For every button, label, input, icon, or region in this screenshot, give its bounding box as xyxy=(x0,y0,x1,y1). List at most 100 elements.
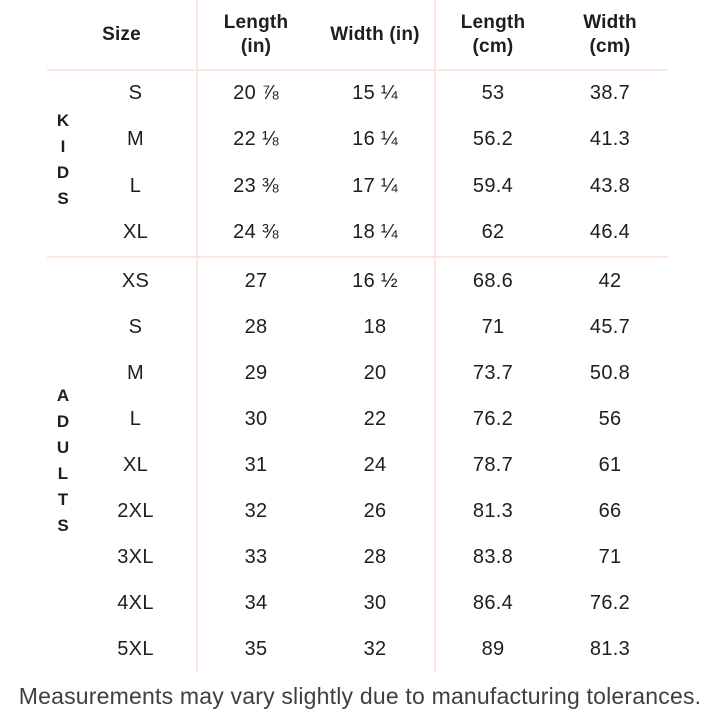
table-cell-width_in: 15 ¼ xyxy=(352,81,398,104)
adults-rows: XS 27 16 ½ 68.6 42 S 28 18 71 45.7 M 29 20 73.7 50.8 L 3… xyxy=(0,258,668,672)
divider-vertical-2 xyxy=(434,0,436,672)
table-row: S 20 ⅞ 15 ¼ 53 38.7 xyxy=(0,70,668,117)
group-spacer xyxy=(0,258,75,304)
table-row: 5XL 35 32 89 81.3 xyxy=(0,626,668,672)
table-cell-length_cm: 62 xyxy=(481,221,505,244)
table-cell-length_cm: 89 xyxy=(481,637,505,660)
table-cell-width_in: 16 ½ xyxy=(352,269,398,292)
table-row: M 29 20 73.7 50.8 xyxy=(0,350,668,396)
group-spacer xyxy=(0,350,75,396)
table-cell-width_cm: 61 xyxy=(598,453,622,476)
table-row: L 23 ⅜ 17 ¼ 59.4 43.8 xyxy=(0,163,668,210)
table-cell-width_in: 32 xyxy=(363,637,387,660)
table-cell-width_in: 26 xyxy=(363,499,387,522)
group-spacer xyxy=(0,70,75,117)
table-cell-size: M xyxy=(127,128,144,151)
table-cell-width_cm: 38.7 xyxy=(589,81,631,104)
table-row: 3XL 33 28 83.8 71 xyxy=(0,534,668,580)
table-cell-length_cm: 68.6 xyxy=(472,269,514,292)
table-cell-size: 3XL xyxy=(117,545,154,568)
table-cell-width_cm: 56 xyxy=(598,407,622,430)
table-cell-length_in: 20 ⅞ xyxy=(233,81,279,104)
table-cell-size: XL xyxy=(122,221,149,244)
table-cell-width_in: 24 xyxy=(363,453,387,476)
group-label-adults: ADULTS xyxy=(53,386,73,542)
table-cell-width_cm: 50.8 xyxy=(589,361,631,384)
table-row: L 30 22 76.2 56 xyxy=(0,396,668,442)
table-cell-length_in: 27 xyxy=(244,269,268,292)
group-label-kids-wrap: KIDS xyxy=(47,70,79,256)
table-cell-size: XL xyxy=(122,453,149,476)
table-cell-width_cm: 76.2 xyxy=(589,591,631,614)
group-spacer xyxy=(0,442,75,488)
table-cell-size: 2XL xyxy=(117,499,154,522)
table-cell-length_in: 23 ⅜ xyxy=(233,174,279,197)
table-cell-width_cm: 46.4 xyxy=(589,221,631,244)
table-cell-width_in: 20 xyxy=(363,361,387,384)
group-spacer xyxy=(0,117,75,164)
table-row: 2XL 32 26 81.3 66 xyxy=(0,488,668,534)
table-cell-length_cm: 73.7 xyxy=(472,361,514,384)
table-cell-width_in: 17 ¼ xyxy=(352,174,398,197)
table-cell-length_cm: 59.4 xyxy=(472,174,514,197)
tolerance-note: Measurements may vary slightly due to ma… xyxy=(18,682,702,709)
table-row: M 22 ⅛ 16 ¼ 56.2 41.3 xyxy=(0,117,668,164)
group-spacer xyxy=(0,626,75,672)
column-header-width-cm: Width (cm) xyxy=(583,11,637,57)
table-cell-size: 5XL xyxy=(117,637,154,660)
table-row: 4XL 34 30 86.4 76.2 xyxy=(0,580,668,626)
table-cell-size: M xyxy=(127,361,144,384)
table-cell-width_in: 28 xyxy=(363,545,387,568)
group-spacer xyxy=(0,396,75,442)
table-cell-size: L xyxy=(129,174,142,197)
table-cell-length_in: 28 xyxy=(244,315,268,338)
table-cell-length_in: 29 xyxy=(244,361,268,384)
table-cell-width_in: 18 ¼ xyxy=(352,221,398,244)
table-row: XL 31 24 78.7 61 xyxy=(0,442,668,488)
table-cell-length_cm: 78.7 xyxy=(472,453,514,476)
table-cell-width_cm: 45.7 xyxy=(589,315,631,338)
table-cell-size: S xyxy=(128,81,143,104)
table-cell-width_in: 18 xyxy=(363,315,387,338)
table-cell-length_cm: 56.2 xyxy=(472,128,514,151)
table-cell-length_cm: 71 xyxy=(481,315,505,338)
table-cell-size: L xyxy=(129,407,142,430)
divider-kids-adults xyxy=(47,256,668,258)
table-row: S 28 18 71 45.7 xyxy=(0,304,668,350)
table-cell-width_cm: 41.3 xyxy=(589,128,631,151)
table-cell-size: XS xyxy=(121,269,150,292)
table-cell-length_in: 31 xyxy=(244,453,268,476)
group-spacer xyxy=(0,580,75,626)
table-cell-width_cm: 42 xyxy=(598,269,622,292)
divider-vertical-1 xyxy=(196,0,198,672)
table-cell-width_in: 22 xyxy=(363,407,387,430)
table-cell-width_cm: 81.3 xyxy=(589,637,631,660)
group-label-kids: KIDS xyxy=(53,111,73,215)
table-cell-width_cm: 43.8 xyxy=(589,174,631,197)
column-header-length-in: Length (in) xyxy=(223,11,289,57)
table-cell-length_cm: 53 xyxy=(481,81,505,104)
table-cell-size: S xyxy=(128,315,143,338)
table-cell-width_in: 16 ¼ xyxy=(352,128,398,151)
table-cell-length_in: 33 xyxy=(244,545,268,568)
table-cell-width_cm: 66 xyxy=(598,499,622,522)
table-cell-length_in: 32 xyxy=(244,499,268,522)
divider-header xyxy=(47,69,668,71)
group-spacer xyxy=(0,534,75,580)
table-cell-length_cm: 83.8 xyxy=(472,545,514,568)
table-cell-length_in: 30 xyxy=(244,407,268,430)
group-spacer xyxy=(0,488,75,534)
group-spacer xyxy=(0,163,75,210)
group-label-adults-wrap: ADULTS xyxy=(47,256,79,672)
kids-rows: S 20 ⅞ 15 ¼ 53 38.7 M 22 ⅛ 16 ¼ 56.2 41.3 L 23 ⅜ 17 … xyxy=(0,70,668,256)
table-cell-length_cm: 76.2 xyxy=(472,407,514,430)
column-header-length-cm: Length (cm) xyxy=(460,11,526,57)
table-cell-width_cm: 71 xyxy=(598,545,622,568)
table-cell-length_in: 22 ⅛ xyxy=(233,128,279,151)
table-row: XS 27 16 ½ 68.6 42 xyxy=(0,258,668,304)
column-header-size: Size xyxy=(102,23,141,45)
table-cell-length_cm: 86.4 xyxy=(472,591,514,614)
table-cell-size: 4XL xyxy=(117,591,154,614)
table-cell-length_in: 34 xyxy=(244,591,268,614)
